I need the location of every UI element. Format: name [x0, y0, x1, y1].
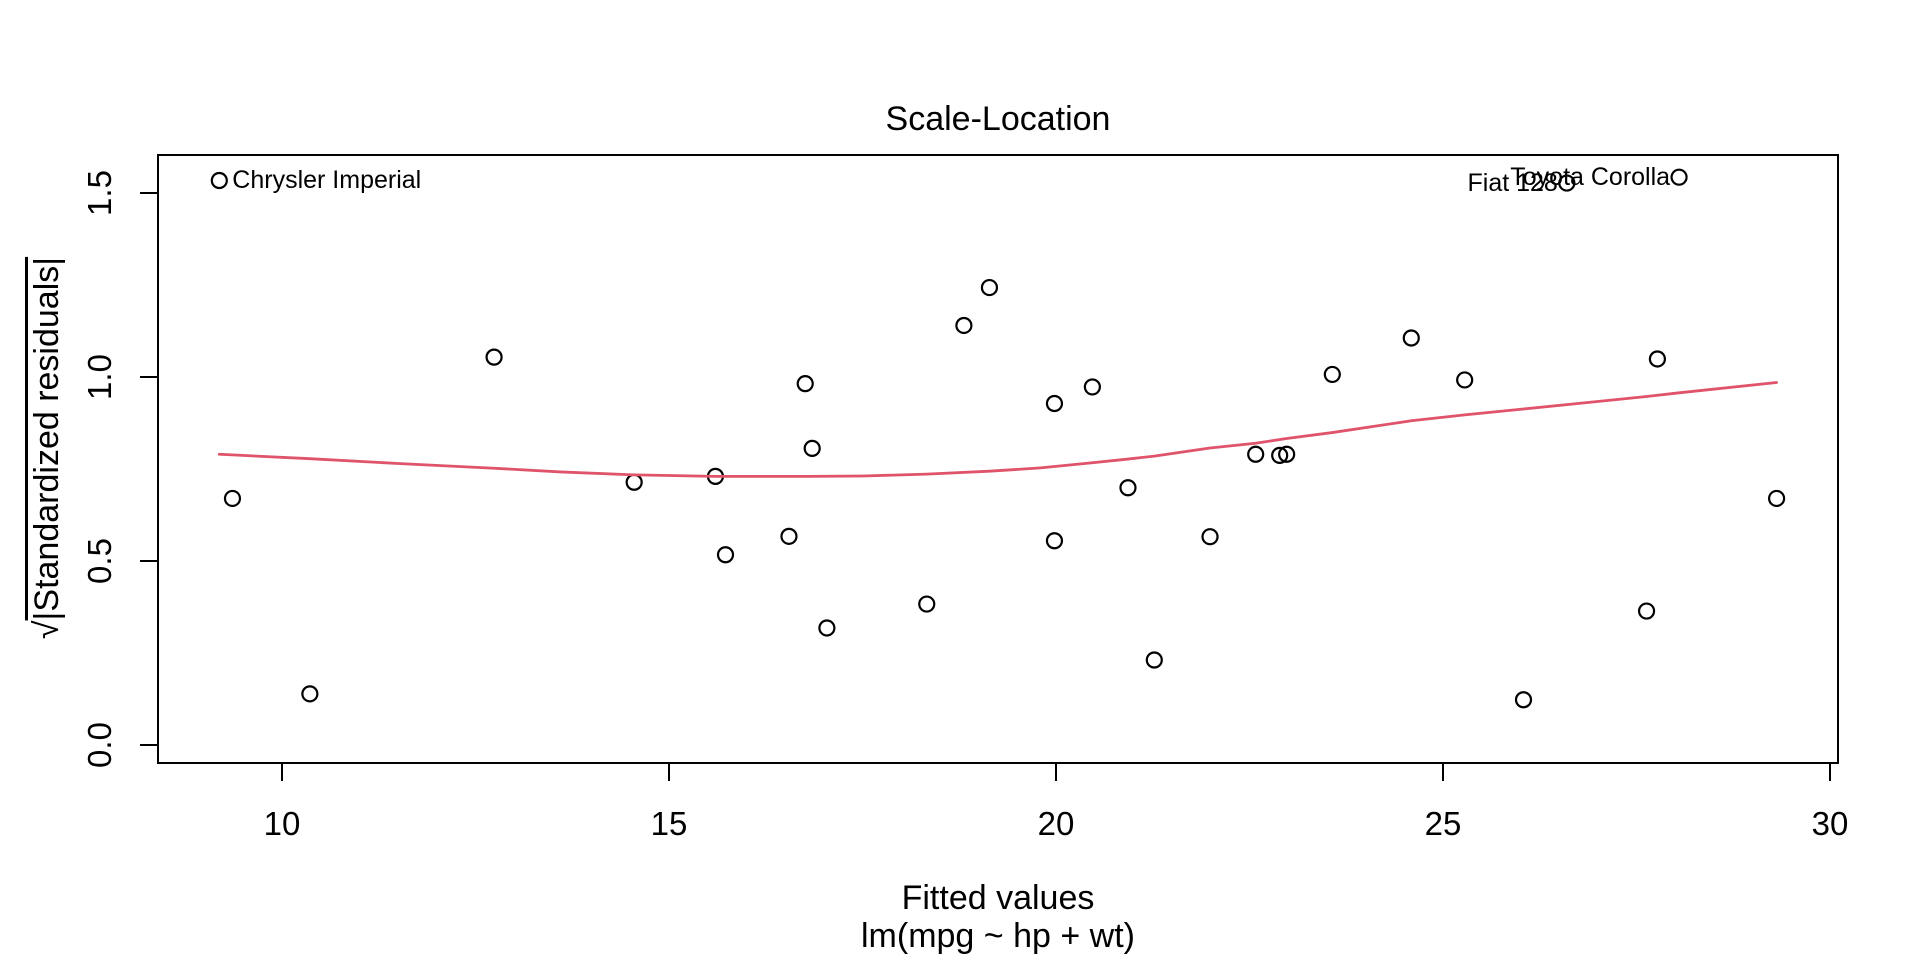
x-tick-label: 20	[1037, 805, 1075, 842]
data-point	[1045, 394, 1064, 413]
point-label: Chrysler Imperial	[232, 166, 422, 195]
data-point	[1247, 445, 1265, 463]
data-point	[1637, 602, 1656, 620]
y-axis-label: √|Standardized residuals|	[27, 228, 67, 668]
point-label: Fiat 128	[1467, 169, 1558, 198]
y-tick-label: 1.0	[81, 354, 118, 400]
data-point	[1278, 445, 1296, 463]
x-tick-label: 10	[263, 805, 301, 842]
data-point	[1456, 371, 1474, 389]
data-point	[716, 546, 735, 564]
data-point	[625, 473, 643, 491]
data-point	[980, 278, 999, 297]
data-point	[1271, 446, 1289, 464]
y-tick-label: 0.0	[81, 722, 118, 768]
smooth-line	[217, 381, 1778, 478]
plot-box	[157, 154, 1839, 764]
data-point	[485, 348, 503, 366]
data-point	[818, 619, 836, 637]
data-point	[1402, 329, 1420, 347]
data-point	[1119, 479, 1137, 497]
x-axis-label: Fitted values	[901, 879, 1095, 917]
x-tick-label: 30	[1811, 805, 1849, 842]
x-axis-sublabel: lm(mpg ~ hp + wt)	[861, 917, 1135, 955]
x-tick-label: 15	[650, 805, 688, 842]
point-label: Toyota Corolla	[1510, 163, 1671, 192]
data-point	[1083, 378, 1101, 396]
data-point	[1670, 168, 1688, 186]
data-point	[918, 595, 936, 613]
data-point	[1145, 651, 1163, 669]
data-point	[223, 489, 242, 508]
data-point	[955, 316, 973, 335]
plot-title: Scale-Location	[885, 100, 1111, 138]
data-point	[1323, 365, 1341, 384]
data-point	[1514, 691, 1533, 709]
data-point	[301, 685, 319, 703]
data-point	[780, 527, 798, 545]
y-axis-label-text: |Standardized residuals|	[28, 256, 66, 621]
data-point	[1767, 489, 1786, 508]
data-point	[1648, 350, 1666, 368]
x-tick-label: 25	[1424, 805, 1462, 842]
y-tick-label: 1.5	[81, 170, 118, 216]
data-point	[803, 439, 821, 457]
sqrt-symbol: √	[28, 620, 66, 640]
data-point	[1045, 532, 1064, 550]
data-point	[796, 375, 814, 393]
data-point	[210, 171, 228, 190]
data-point	[1558, 174, 1576, 192]
y-tick-label: 0.5	[81, 538, 118, 584]
data-point	[1201, 528, 1219, 546]
